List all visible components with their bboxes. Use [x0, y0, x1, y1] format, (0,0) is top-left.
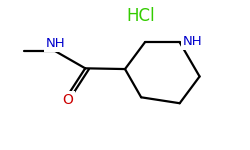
Text: O: O — [62, 93, 73, 107]
Text: NH: NH — [183, 35, 202, 48]
Text: NH: NH — [46, 38, 65, 51]
Text: HCl: HCl — [127, 7, 156, 25]
